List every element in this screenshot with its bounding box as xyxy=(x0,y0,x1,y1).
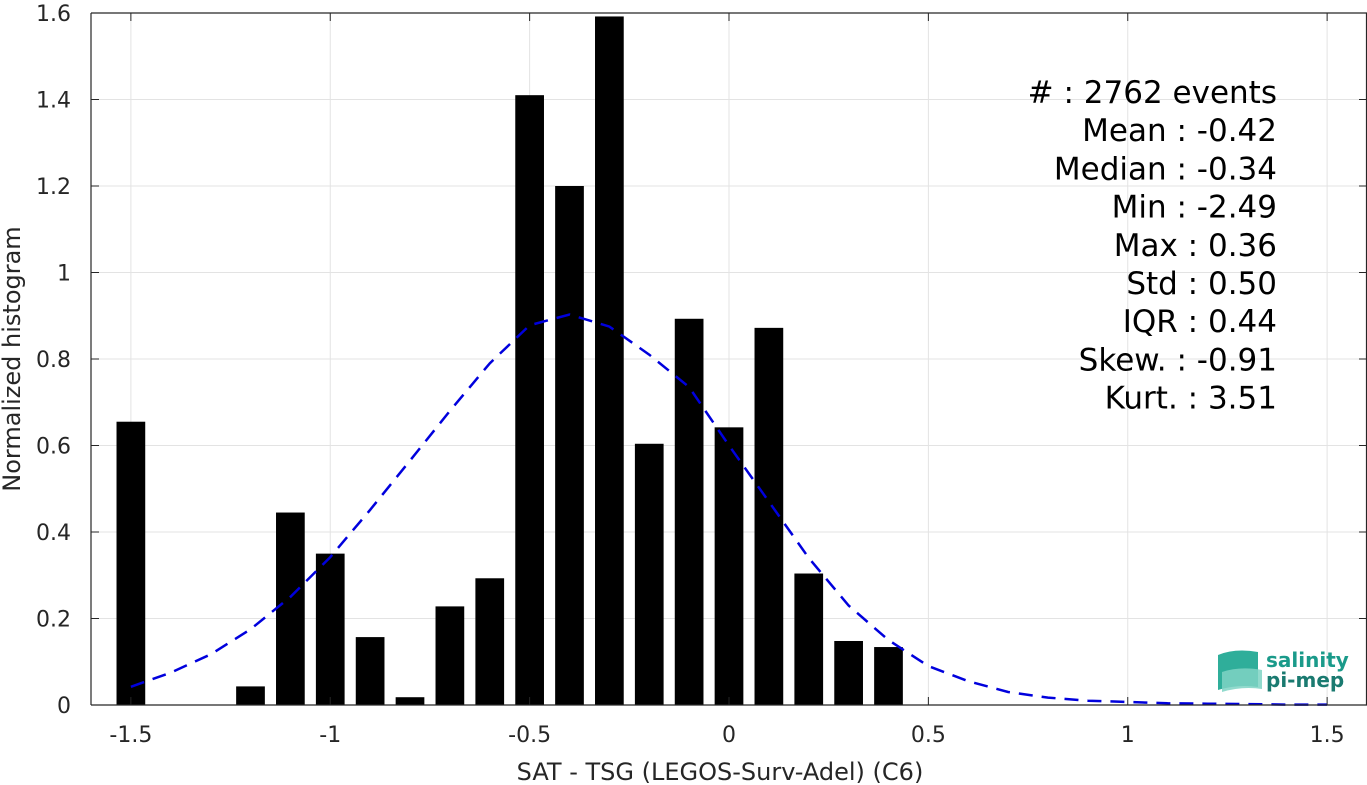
x-tick-label: 0 xyxy=(722,723,736,748)
y-tick-label: 0.4 xyxy=(36,521,71,546)
normal-fit-curve xyxy=(130,313,1328,706)
logo-line2: pi-mep xyxy=(1266,668,1344,692)
x-axis-ticks: -1.5 -1 -0.5 0 0.5 1 1.5 xyxy=(109,13,1345,748)
logo-line1: salinity xyxy=(1266,648,1349,672)
stat-line: Skew. : -0.91 xyxy=(1079,342,1277,378)
salinity-pi-mep-logo: salinity pi-mep xyxy=(1218,648,1349,692)
y-tick-label: 1 xyxy=(57,262,71,287)
stat-line: Median : -0.34 xyxy=(1054,151,1277,187)
y-axis-ticks: 0 0.2 0.4 0.6 0.8 1 1.2 1.4 1.6 xyxy=(36,2,1367,719)
histogram-bar xyxy=(634,443,664,705)
histogram-bar xyxy=(236,686,265,705)
stat-line: Mean : -0.42 xyxy=(1082,113,1277,149)
logo-wave-icon-shade xyxy=(1222,668,1262,692)
histogram-bar xyxy=(794,573,824,705)
histogram-bar xyxy=(435,606,465,705)
y-axis-label: Normalized histogram xyxy=(0,226,26,491)
histogram-bar xyxy=(595,16,624,705)
histogram-bar xyxy=(515,95,544,706)
x-tick-label: 1.5 xyxy=(1310,723,1345,748)
y-tick-label: 1.6 xyxy=(36,2,71,27)
x-axis-label: SAT - TSG (LEGOS-Surv-Adel) (C6) xyxy=(517,758,924,785)
y-tick-label: 0.6 xyxy=(36,435,71,460)
y-tick-label: 1.4 xyxy=(36,89,71,114)
histogram-bar xyxy=(834,640,863,705)
y-tick-label: 1.2 xyxy=(36,175,71,200)
histogram-bar xyxy=(555,186,584,705)
stat-line: # : 2762 events xyxy=(1028,75,1277,111)
stat-line: Kurt. : 3.51 xyxy=(1105,381,1277,417)
x-tick-label: -0.5 xyxy=(508,723,551,748)
histogram-bar xyxy=(395,697,425,705)
y-tick-label: 0 xyxy=(57,694,71,719)
x-tick-label: -1 xyxy=(319,723,341,748)
x-tick-label: -1.5 xyxy=(109,723,152,748)
histogram-bar xyxy=(714,427,744,705)
histogram-bar xyxy=(355,637,385,705)
y-tick-label: 0.8 xyxy=(36,348,71,373)
stat-line: Std : 0.50 xyxy=(1126,266,1277,302)
x-tick-label: 1 xyxy=(1121,723,1135,748)
y-tick-label: 0.2 xyxy=(36,608,71,633)
stat-line: Min : -2.49 xyxy=(1112,190,1277,226)
histogram-bar xyxy=(874,647,903,705)
grid-lines xyxy=(91,12,1367,706)
histogram-bar xyxy=(475,578,505,705)
histogram-bar xyxy=(116,421,146,705)
histogram-bar xyxy=(674,318,704,705)
stat-line: IQR : 0.44 xyxy=(1123,304,1277,340)
stat-line: Max : 0.36 xyxy=(1114,228,1277,264)
histogram-bar xyxy=(315,553,345,705)
histogram-bar xyxy=(276,512,305,705)
histogram-bars xyxy=(116,16,903,706)
x-tick-label: 0.5 xyxy=(911,723,946,748)
